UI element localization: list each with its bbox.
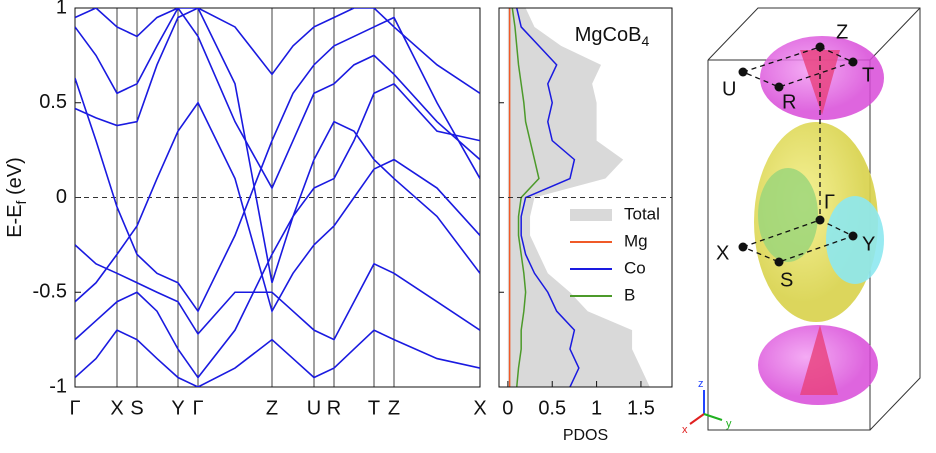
fermi-surface: Z T U R Γ X Y S z x y xyxy=(682,7,921,436)
band xyxy=(75,8,480,190)
x-tick-label: 1.5 xyxy=(627,397,655,419)
k-label: X xyxy=(716,242,729,264)
label-part: f xyxy=(13,200,29,204)
x-tick-label: X xyxy=(110,397,123,419)
axis-arrow xyxy=(703,413,723,421)
k-point xyxy=(774,82,784,92)
y-tick-label: -0.5 xyxy=(33,281,67,303)
y-tick-label: 0.5 xyxy=(39,91,67,113)
legend-label: Mg xyxy=(624,231,648,250)
k-point xyxy=(738,67,748,77)
axis-label: z xyxy=(698,378,704,390)
k-point xyxy=(815,215,825,225)
x-tick-label: 1 xyxy=(591,397,602,419)
x-tick-label: R xyxy=(327,397,341,419)
band xyxy=(75,8,480,94)
k-label: R xyxy=(782,91,796,113)
k-label: Γ xyxy=(824,191,835,213)
x-axis-label: PDOS xyxy=(563,427,608,444)
k-point xyxy=(774,257,784,267)
x-tick-label: T xyxy=(368,397,380,419)
label-part: E-E xyxy=(4,204,26,237)
pocket xyxy=(800,50,840,115)
band xyxy=(75,82,480,379)
x-tick-label: U xyxy=(307,397,321,419)
title-part: MgCoB xyxy=(575,24,642,46)
x-tick-label: 0.5 xyxy=(538,397,566,419)
x-tick-label: Γ xyxy=(69,397,80,419)
k-label: Y xyxy=(862,233,875,255)
k-point xyxy=(848,231,858,241)
k-point xyxy=(815,42,825,52)
x-tick-label: Z xyxy=(266,397,278,419)
axis-label: x xyxy=(682,424,688,436)
y-tick-label: 0 xyxy=(56,186,67,208)
title-part: 4 xyxy=(641,33,649,49)
x-tick-label: Z xyxy=(388,397,400,419)
k-label: T xyxy=(862,64,874,86)
k-point xyxy=(848,57,858,67)
legend-label: B xyxy=(624,285,635,304)
axis-label: y xyxy=(726,418,732,430)
k-label: S xyxy=(780,269,793,291)
pocket xyxy=(800,325,838,395)
axis-arrow xyxy=(689,413,705,425)
y-axis-label: E-Ef (eV) xyxy=(4,157,28,238)
legend-label: Total xyxy=(624,204,660,223)
pdos-line xyxy=(516,7,580,388)
band xyxy=(75,244,480,341)
bz-box xyxy=(869,7,921,61)
k-point xyxy=(738,242,748,252)
band xyxy=(75,101,480,314)
k-label: Z xyxy=(836,21,848,43)
x-tick-label: Y xyxy=(171,397,184,419)
band xyxy=(75,16,480,313)
label-part: (eV) xyxy=(4,157,26,200)
band xyxy=(75,329,480,387)
pdos-area xyxy=(507,8,650,387)
x-tick-label: X xyxy=(473,397,486,419)
k-label: U xyxy=(722,78,736,100)
y-tick-label: -1 xyxy=(49,375,67,397)
legend-label: Co xyxy=(624,258,646,277)
x-tick-label: S xyxy=(130,397,143,419)
chart-title: MgCoB4 xyxy=(575,24,650,48)
x-tick-label: Γ xyxy=(192,397,203,419)
pocket xyxy=(758,168,818,262)
y-tick-label: 1 xyxy=(56,0,67,18)
legend-swatch xyxy=(570,209,612,221)
x-tick-label: 0 xyxy=(502,397,513,419)
bz-box xyxy=(707,7,921,431)
